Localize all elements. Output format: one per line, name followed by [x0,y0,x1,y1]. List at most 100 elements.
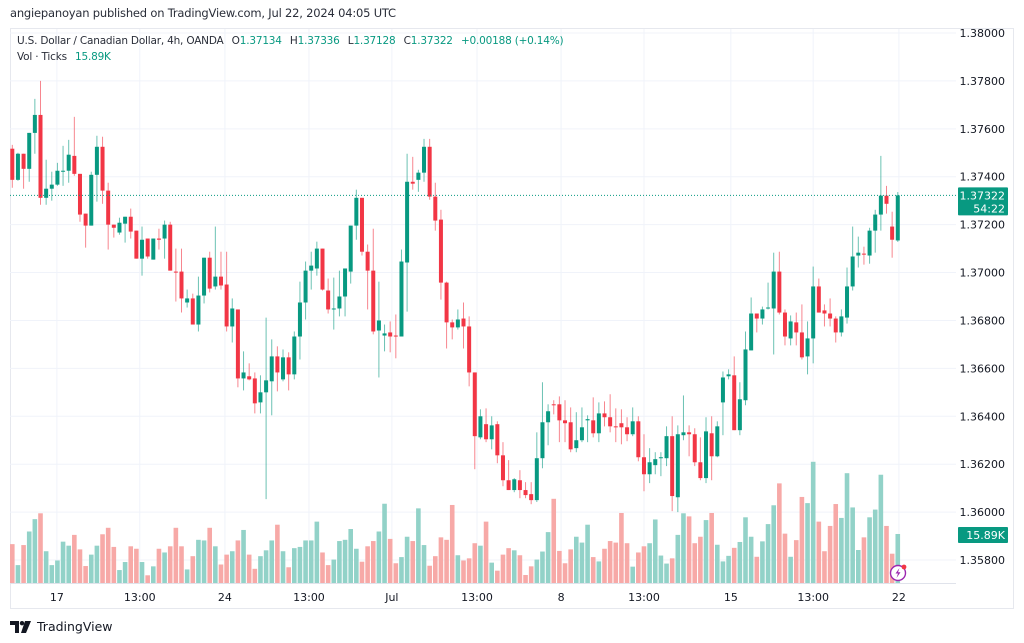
candle[interactable] [799,304,804,360]
candle[interactable] [529,482,534,505]
candle[interactable] [427,138,432,200]
candle[interactable] [641,434,646,492]
candle[interactable] [185,289,190,308]
candle[interactable] [269,339,274,416]
candle[interactable] [461,302,466,349]
candle[interactable] [890,211,895,258]
candle[interactable] [32,98,37,154]
candle[interactable] [467,316,472,387]
candle[interactable] [754,313,759,333]
candle[interactable] [856,236,861,268]
candle[interactable] [10,144,15,188]
candle[interactable] [867,227,872,264]
candle[interactable] [134,230,139,259]
candle[interactable] [766,282,771,310]
candle[interactable] [794,312,799,346]
candle[interactable] [422,138,427,182]
candle[interactable] [190,293,195,325]
candle[interactable] [281,349,286,382]
candle[interactable] [647,448,652,484]
candle[interactable] [484,408,489,443]
candle[interactable] [743,331,748,406]
candle[interactable] [664,426,669,467]
candle[interactable] [275,346,280,392]
candle[interactable] [382,324,387,352]
candle[interactable] [123,216,128,243]
candle[interactable] [495,421,500,464]
candle[interactable] [27,132,32,182]
candle[interactable] [878,155,883,231]
candle[interactable] [21,153,26,189]
candle[interactable] [83,213,88,248]
candle[interactable] [585,415,590,443]
candle[interactable] [179,248,184,313]
symbol-title[interactable]: U.S. Dollar / Canadian Dollar, 4h, OANDA [17,35,224,47]
candle[interactable] [630,407,635,437]
candle[interactable] [777,251,782,315]
candle[interactable] [314,241,319,276]
candle[interactable] [517,470,522,499]
candle[interactable] [884,185,889,214]
candle[interactable] [704,417,709,484]
candle[interactable] [489,416,494,450]
candle[interactable] [715,421,720,458]
candle[interactable] [472,372,477,470]
candle[interactable] [196,276,201,332]
candle[interactable] [822,304,827,327]
candle[interactable] [726,369,731,380]
candle[interactable] [613,408,618,443]
candle[interactable] [117,217,122,235]
candle[interactable] [523,482,528,499]
candle[interactable] [252,372,257,414]
candle[interactable] [55,162,60,186]
candle[interactable] [506,460,511,491]
candle[interactable] [218,251,223,290]
candle[interactable] [845,267,850,324]
candle[interactable] [450,319,455,340]
candle[interactable] [258,375,263,414]
candle[interactable] [833,316,838,343]
candle[interactable] [579,407,584,443]
candle[interactable] [816,278,821,313]
candle[interactable] [596,402,601,443]
candle[interactable] [168,221,173,271]
candle[interactable] [376,281,381,378]
candle[interactable] [343,268,348,317]
candle[interactable] [782,309,787,346]
candle[interactable] [698,437,703,481]
candle[interactable] [534,432,539,503]
candle[interactable] [49,171,54,201]
candle[interactable] [675,425,680,513]
candle[interactable] [546,404,551,446]
candle[interactable] [173,248,178,302]
candle[interactable] [207,251,212,293]
candle[interactable] [692,428,697,467]
candle[interactable] [320,248,325,291]
candle[interactable] [399,249,404,337]
candle[interactable] [568,407,573,453]
candle[interactable] [732,356,737,431]
candle[interactable] [850,226,855,291]
candle[interactable] [156,228,161,250]
candle[interactable] [359,197,364,256]
candle[interactable] [608,394,613,433]
candle[interactable] [500,442,505,487]
candle[interactable] [444,281,449,349]
candle[interactable] [737,382,742,436]
candle[interactable] [771,252,776,355]
candle[interactable] [839,309,844,337]
candle[interactable] [574,412,579,453]
candle[interactable] [602,401,607,427]
candle[interactable] [388,321,393,353]
candle[interactable] [619,409,624,445]
candle[interactable] [557,396,562,443]
candle[interactable] [128,208,133,239]
candle[interactable] [895,192,900,242]
candle[interactable] [512,478,517,493]
candle[interactable] [140,226,145,276]
candle[interactable] [709,416,714,481]
candle[interactable] [100,136,105,204]
candle[interactable] [230,298,235,343]
candle[interactable] [405,153,410,312]
candle[interactable] [66,139,71,183]
